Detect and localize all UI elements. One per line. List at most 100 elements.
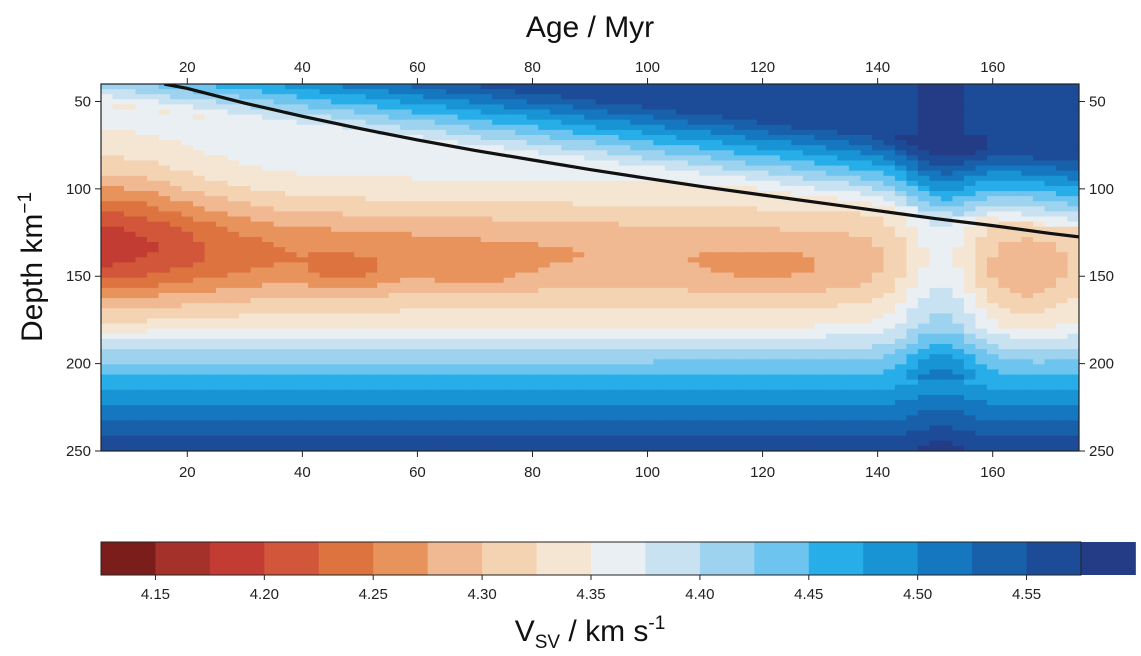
heatmap-cell bbox=[227, 180, 240, 187]
heatmap-cell bbox=[756, 84, 769, 90]
heatmap-cell bbox=[480, 303, 493, 309]
heatmap-cell bbox=[802, 257, 815, 264]
heatmap-cell bbox=[377, 231, 390, 238]
heatmap-cell bbox=[388, 354, 401, 360]
heatmap-cell bbox=[124, 379, 137, 386]
heatmap-cell bbox=[434, 165, 447, 172]
heatmap-cell bbox=[308, 124, 321, 131]
heatmap-cell bbox=[538, 272, 551, 279]
heatmap-cell bbox=[446, 333, 459, 340]
heatmap-cell bbox=[480, 99, 493, 105]
heatmap-cell bbox=[699, 308, 712, 314]
heatmap-cell bbox=[273, 328, 286, 335]
heatmap-cell bbox=[1009, 252, 1023, 258]
heatmap-cell bbox=[653, 369, 666, 376]
heatmap-cell bbox=[285, 99, 298, 105]
heatmap-cell bbox=[400, 252, 413, 258]
heatmap-cell bbox=[710, 119, 723, 126]
heatmap-cell bbox=[1032, 201, 1046, 207]
heatmap-cell bbox=[710, 180, 723, 187]
heatmap-cell bbox=[170, 287, 183, 294]
heatmap-cell bbox=[917, 191, 931, 197]
heatmap-cell bbox=[653, 262, 666, 269]
heatmap-cell bbox=[917, 119, 931, 126]
heatmap-cell bbox=[181, 359, 194, 365]
heatmap-cell bbox=[423, 191, 436, 197]
heatmap-cell bbox=[572, 226, 585, 233]
heatmap-cell bbox=[549, 216, 562, 223]
heatmap-cell bbox=[193, 343, 206, 350]
heatmap-cell bbox=[181, 343, 194, 350]
heatmap-cell bbox=[618, 364, 631, 371]
heatmap-cell bbox=[101, 338, 114, 345]
heatmap-cell bbox=[469, 216, 482, 223]
heatmap-cell bbox=[1009, 89, 1023, 95]
heatmap-cell bbox=[756, 313, 769, 320]
heatmap-cell bbox=[906, 343, 919, 350]
heatmap-cell bbox=[538, 359, 551, 365]
heatmap-cell bbox=[1055, 242, 1069, 248]
heatmap-cell bbox=[216, 349, 229, 355]
heatmap-cell bbox=[411, 231, 424, 238]
heatmap-cell bbox=[181, 134, 194, 141]
heatmap-cell bbox=[572, 114, 585, 121]
heatmap-cell bbox=[124, 313, 137, 320]
heatmap-cell bbox=[193, 129, 206, 136]
heatmap-cell bbox=[722, 349, 735, 355]
heatmap-cell bbox=[526, 185, 539, 192]
heatmap-cell bbox=[480, 349, 493, 355]
heatmap-cell bbox=[526, 292, 539, 299]
heatmap-cell bbox=[676, 129, 689, 136]
heatmap-cell bbox=[687, 150, 700, 156]
heatmap-cell bbox=[883, 298, 896, 304]
heatmap-cell bbox=[756, 170, 769, 177]
heatmap-cell bbox=[952, 140, 965, 146]
heatmap-cell bbox=[998, 99, 1011, 105]
heatmap-cell bbox=[273, 277, 286, 284]
heatmap-cell bbox=[1055, 206, 1069, 213]
heatmap-cell bbox=[112, 99, 125, 105]
heatmap-cell bbox=[768, 252, 781, 258]
heatmap-cell bbox=[377, 267, 390, 274]
heatmap-cell bbox=[193, 328, 206, 335]
heatmap-cell bbox=[860, 313, 873, 320]
heatmap-cell bbox=[170, 272, 183, 279]
heatmap-cell bbox=[411, 201, 424, 207]
heatmap-cell bbox=[641, 236, 654, 243]
heatmap-cell bbox=[457, 236, 470, 243]
heatmap-cell bbox=[722, 333, 735, 340]
heatmap-cell bbox=[710, 282, 723, 289]
heatmap-cell bbox=[917, 145, 931, 151]
heatmap-cell bbox=[158, 318, 171, 325]
heatmap-cell bbox=[814, 175, 827, 182]
heatmap-cell bbox=[457, 196, 470, 202]
heatmap-cell bbox=[1032, 160, 1046, 167]
heatmap-cell bbox=[572, 272, 585, 279]
heatmap-cell bbox=[779, 201, 792, 207]
heatmap-cell bbox=[584, 211, 597, 218]
heatmap-cell bbox=[342, 277, 355, 284]
heatmap-cell bbox=[354, 282, 367, 289]
heatmap-cell bbox=[963, 185, 977, 192]
heatmap-cell bbox=[331, 236, 344, 243]
heatmap-cell bbox=[618, 89, 631, 95]
heatmap-cell bbox=[756, 272, 769, 279]
heatmap-cell bbox=[561, 170, 574, 177]
heatmap-cell bbox=[917, 272, 931, 279]
heatmap-cell bbox=[664, 287, 677, 294]
heatmap-cell bbox=[365, 129, 378, 136]
heatmap-cell bbox=[388, 287, 401, 294]
heatmap-cell bbox=[837, 257, 850, 264]
heatmap-cell bbox=[779, 257, 792, 264]
heatmap-cell bbox=[745, 379, 758, 386]
heatmap-cell bbox=[538, 277, 551, 284]
heatmap-cell bbox=[411, 191, 424, 197]
heatmap-cell bbox=[181, 175, 194, 182]
heatmap-cell bbox=[595, 180, 608, 187]
heatmap-cell bbox=[250, 236, 263, 243]
heatmap-cell bbox=[733, 191, 746, 197]
heatmap-cell bbox=[733, 231, 746, 238]
heatmap-cell bbox=[653, 364, 666, 371]
heatmap-cell bbox=[538, 201, 551, 207]
heatmap-cell bbox=[1021, 165, 1034, 172]
